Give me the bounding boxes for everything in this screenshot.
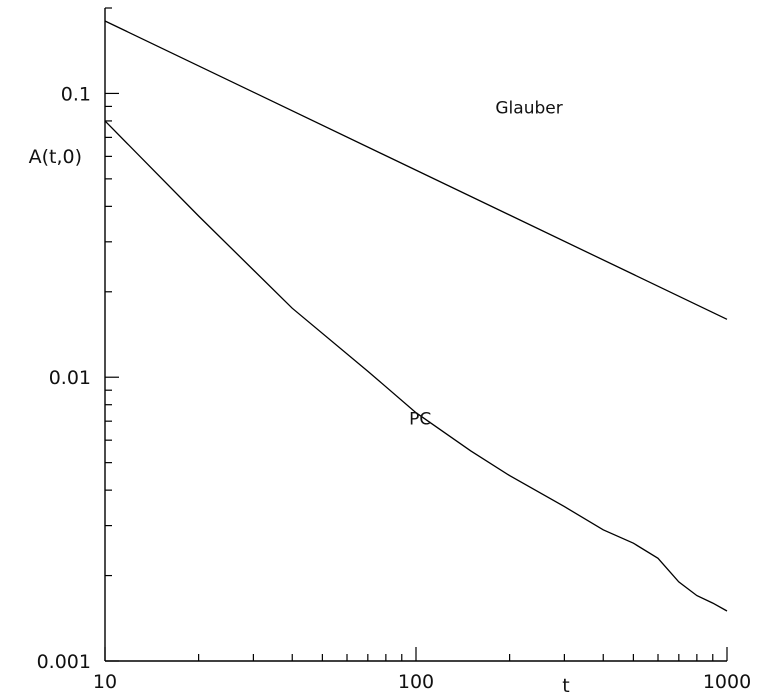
series-line-glauber — [104, 20, 728, 320]
y-tick-label: 0.1 — [61, 83, 91, 105]
series-group — [104, 20, 728, 612]
series-label-pc: PC — [409, 410, 431, 430]
series-labels: Glauber PC — [409, 98, 563, 429]
x-tick-label: 100 — [398, 671, 434, 693]
x-tick-label: 10 — [93, 671, 117, 693]
series-label-glauber: Glauber — [495, 98, 562, 118]
y-axis-label: A(t,0) — [29, 146, 82, 168]
axes — [104, 8, 727, 662]
series-line-pc — [104, 120, 728, 612]
x-ticks: 10 100 1000 — [93, 647, 751, 693]
y-tick-label: 0.01 — [49, 367, 91, 389]
x-axis-label: t — [562, 675, 569, 697]
x-tick-label: 1000 — [703, 671, 751, 693]
y-tick-label: 0.001 — [37, 651, 91, 673]
y-ticks: 0.1 0.01 0.001 — [37, 7, 119, 673]
